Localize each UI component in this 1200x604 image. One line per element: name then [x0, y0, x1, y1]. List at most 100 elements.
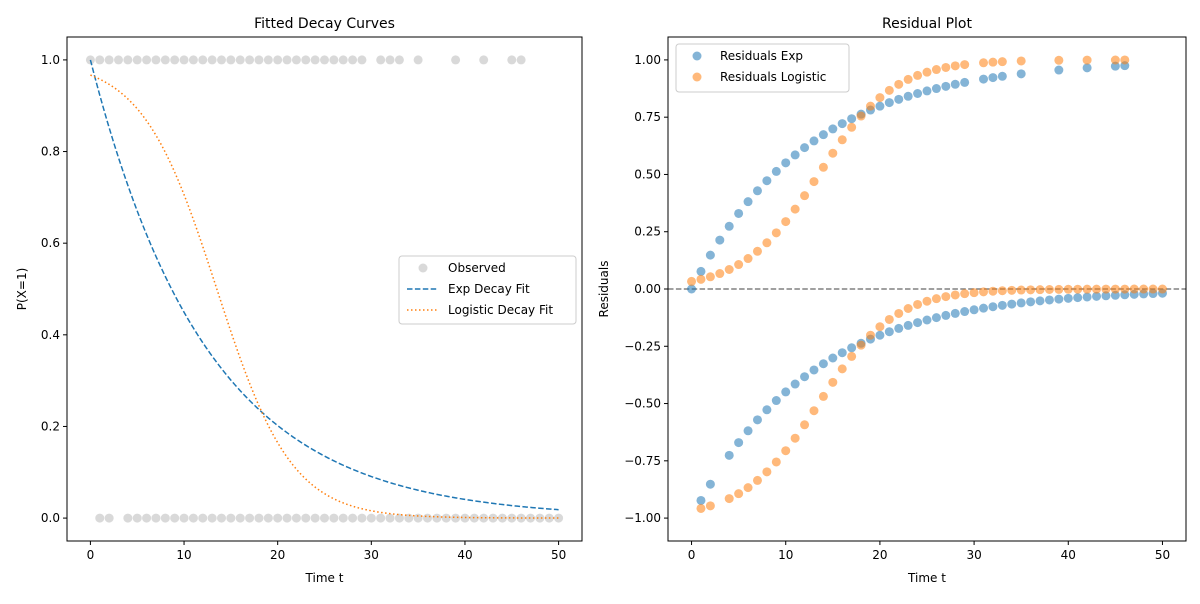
residual-logistic-point — [931, 65, 941, 75]
observed-point — [357, 55, 367, 65]
residual-exp-point — [931, 84, 941, 94]
plot-frame — [66, 36, 583, 542]
observed-point — [142, 513, 152, 523]
residual-exp-point — [1092, 291, 1102, 301]
residual-exp-point — [997, 71, 1007, 81]
observed-point — [479, 55, 489, 65]
residual-logistic-point — [828, 148, 838, 158]
observed-point — [245, 55, 255, 65]
residual-logistic-point — [1120, 284, 1130, 294]
residual-logistic-point — [1054, 284, 1064, 294]
residual-exp-point — [696, 266, 706, 276]
residual-exp-point — [828, 124, 838, 134]
x-tick-label: 20 — [872, 548, 887, 562]
observed-point — [235, 513, 245, 523]
residual-logistic-point — [979, 58, 989, 68]
residual-logistic-point — [950, 290, 960, 300]
legend: Residuals Exp Residuals Logistic — [675, 43, 850, 93]
residual-logistic-point — [875, 93, 885, 103]
y-tick-label: −0.75 — [624, 454, 661, 468]
residual-logistic-point — [1110, 284, 1120, 294]
residual-logistic-point — [1054, 55, 1064, 65]
residual-logistic-point — [781, 217, 791, 227]
x-tick-label: 50 — [1155, 548, 1170, 562]
residual-exp-point — [800, 143, 810, 153]
residual-logistic-point — [752, 246, 762, 256]
residual-exp-point — [1082, 63, 1092, 73]
y-axis-label: Residuals — [597, 261, 611, 318]
residual-logistic-point — [1026, 285, 1036, 295]
residual-exp-point — [875, 101, 885, 111]
logistic-decay-fit-line — [90, 74, 559, 519]
residual-exp-point — [705, 479, 715, 489]
residual-logistic-point — [800, 191, 810, 201]
y-tick-label: 0.2 — [41, 419, 60, 433]
residual-exp-point — [931, 313, 941, 323]
fitted-decay-panel: Fitted Decay Curves 0 10 20 30 40 50 0.00.20.… — [15, 16, 583, 585]
observed-point — [170, 513, 180, 523]
residual-exp-point — [752, 186, 762, 196]
observed-point — [123, 55, 133, 65]
observed-point — [413, 55, 423, 65]
y-tick-label: 0.4 — [41, 328, 60, 342]
residual-logistic-point — [687, 276, 697, 286]
residual-exp-point — [781, 158, 791, 168]
observed-point — [104, 513, 114, 523]
chart-title: Fitted Decay Curves — [254, 16, 395, 32]
residual-logistic-point — [705, 501, 715, 511]
observed-point — [160, 513, 170, 523]
observed-point — [291, 55, 301, 65]
residual-logistic-point — [1157, 284, 1167, 294]
residual-exp-point — [913, 318, 923, 328]
residual-exp-point — [1082, 292, 1092, 302]
residual-exp-point — [818, 130, 828, 140]
y-tick-label: 0.50 — [634, 167, 661, 181]
legend-label-exp-fit: Exp Decay Fit — [448, 282, 530, 296]
residual-exp-point — [771, 396, 781, 406]
residual-logistic-point — [884, 85, 894, 95]
observed-point — [320, 513, 329, 523]
residual-logistic-point — [1148, 284, 1158, 294]
x-axis-ticks: 0 10 20 30 40 50 — [688, 541, 1170, 562]
residual-exp-point — [884, 98, 894, 108]
observed-point — [198, 513, 208, 523]
chart-title: Residual Plot — [882, 16, 972, 32]
y-tick-label: 0.25 — [634, 225, 661, 239]
residual-logistic-point — [809, 406, 819, 416]
residual-logistic-point — [865, 330, 875, 340]
y-axis-ticks: 0.0 0.2 0.4 0.6 0.8 1.0 — [41, 53, 67, 525]
residual-exp-point — [1044, 295, 1054, 305]
residual-logistic-point — [771, 228, 781, 238]
residual-panel: Residual Plot 0 10 20 30 40 50 −1.00 −0.75 −0.5… — [597, 16, 1187, 585]
residual-exp-point — [1110, 61, 1120, 71]
residual-logistic-point — [1016, 285, 1026, 295]
observed-point — [217, 55, 226, 65]
residual-logistic-point — [818, 162, 828, 172]
residual-logistic-point — [865, 101, 875, 111]
observed-point — [95, 55, 105, 65]
residual-exp-point — [790, 379, 800, 389]
residual-logistic-point — [724, 494, 734, 504]
residual-exp-point — [715, 235, 725, 245]
residual-exp-point — [884, 327, 894, 337]
residual-logistic-point — [1129, 284, 1139, 294]
residual-exp-point — [762, 405, 772, 415]
residual-logistic-point — [913, 299, 923, 309]
y-tick-label: −1.00 — [624, 511, 661, 525]
y-axis-ticks: −1.00 −0.75 −0.50 −0.25 0.00 0.25 0.50 0.75 1.00 — [624, 53, 668, 525]
observed-point — [207, 513, 217, 523]
observed-point — [423, 513, 432, 523]
observed-point — [338, 513, 348, 523]
legend-frame — [675, 43, 850, 93]
residual-exp-point — [894, 323, 904, 333]
residual-exp-point — [1063, 293, 1073, 303]
residual-logistic-point — [790, 433, 800, 443]
observed-point — [301, 55, 311, 65]
residual-exp-point — [1026, 297, 1036, 307]
residual-exp-point — [743, 197, 753, 207]
residual-exp-point — [828, 353, 838, 363]
residual-exp-point — [941, 310, 951, 320]
residual-exp-point — [1073, 293, 1083, 303]
x-tick-label: 10 — [176, 548, 191, 562]
